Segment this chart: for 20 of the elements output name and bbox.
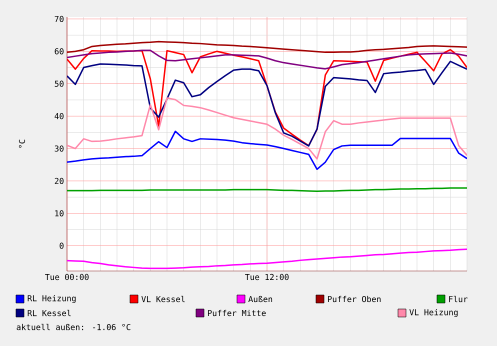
y-tick-label: 10 [55, 210, 64, 216]
text: aktuell außen: -1.06 °C [16, 324, 130, 330]
legend-label: Puffer Oben [328, 296, 381, 302]
x-tick-label: Tue 00:00 [45, 274, 89, 280]
y-axis-title: °C [18, 140, 26, 148]
legend-label: Puffer Mitte [208, 310, 266, 316]
y-tick-label: 60 [54, 48, 64, 54]
y-tick-label: 20 [54, 178, 64, 184]
y-tick-label: 50 [54, 80, 64, 87]
y-tick-label: 0 [60, 242, 64, 249]
legend-label: RL Kessel [28, 310, 71, 316]
y-tick-label: 40 [54, 113, 64, 120]
legend-label: Flur [449, 296, 468, 302]
legend-label: VL Heizung [409, 309, 458, 317]
x-tick-label: Tue 12:00 [245, 274, 289, 280]
legend-label: VL Kessel [141, 296, 185, 302]
legend-label: Außen [248, 296, 272, 302]
legend-label: RL Heizung [28, 295, 76, 303]
y-tick-label: 30 [54, 145, 64, 152]
y-tick-label: 70 [54, 16, 64, 22]
